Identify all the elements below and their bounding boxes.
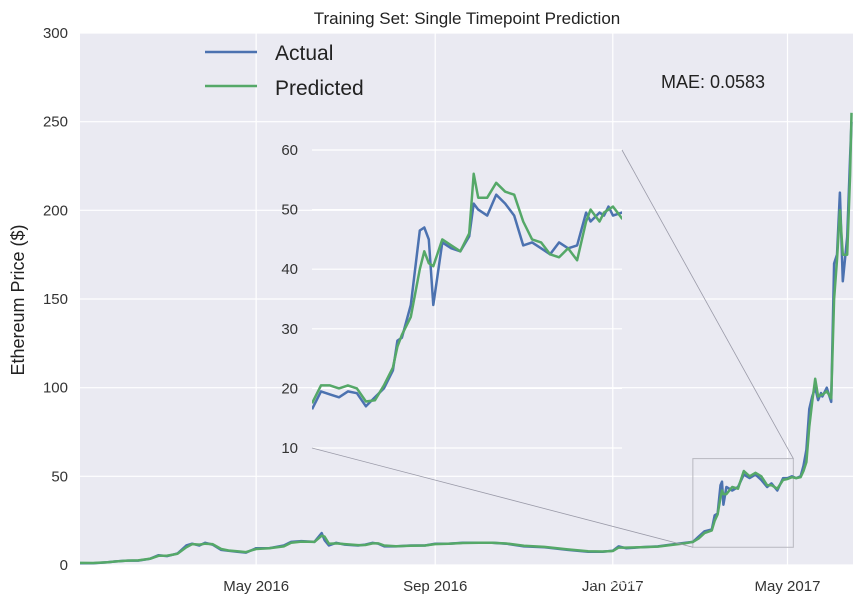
watermark: 云栖社区 yq.aliyun.com [568,565,776,588]
x-tick-label: May 2016 [223,578,289,595]
inset-y-tick-label: 60 [281,142,298,159]
inset-y-tick-label: 30 [281,321,298,338]
legend: Actual Predicted [205,42,364,100]
zoom-region-box [692,458,794,548]
mae-annotation: MAE: 0.0583 [661,72,765,92]
inset-y-axis-ticks: 10 20 30 40 50 60 [281,142,298,457]
y-tick-label: 50 [51,468,68,485]
x-tick-label: May 2017 [755,578,821,595]
y-tick-label: 150 [43,291,68,308]
y-axis-ticks: 0 50 100 150 200 250 300 [43,25,68,574]
inset-lines [312,172,622,410]
zoom-box [692,458,794,548]
inset-y-tick-label: 10 [281,440,298,457]
y-tick-label: 300 [43,25,68,42]
inset-y-tick-label: 40 [281,261,298,278]
y-tick-label: 100 [43,380,68,397]
inset-grid [312,149,622,449]
zoom-connectors [311,149,794,548]
x-axis-ticks: May 2016 Sep 2016 Jan 2017 May 2017 [223,578,820,595]
inset-y-tick-label: 20 [281,380,298,397]
x-tick-label: Jan 2017 [582,578,644,595]
inset-series-line-predicted [312,172,622,404]
y-axis-label: Ethereum Price ($) [8,224,28,375]
y-tick-label: 200 [43,202,68,219]
inset-y-tick-label: 50 [281,202,298,219]
zoom-connector-line [621,149,794,459]
legend-label-actual: Actual [275,42,333,65]
y-tick-label: 250 [43,114,68,131]
zoom-connector-line [311,447,693,548]
chart-title: Training Set: Single Timepoint Predictio… [314,9,620,28]
legend-label-predicted: Predicted [275,77,364,100]
x-tick-label: Sep 2016 [403,578,467,595]
y-tick-label: 0 [60,557,68,574]
grid [80,32,853,566]
series-line-predicted [79,112,853,565]
main-lines [79,112,853,565]
